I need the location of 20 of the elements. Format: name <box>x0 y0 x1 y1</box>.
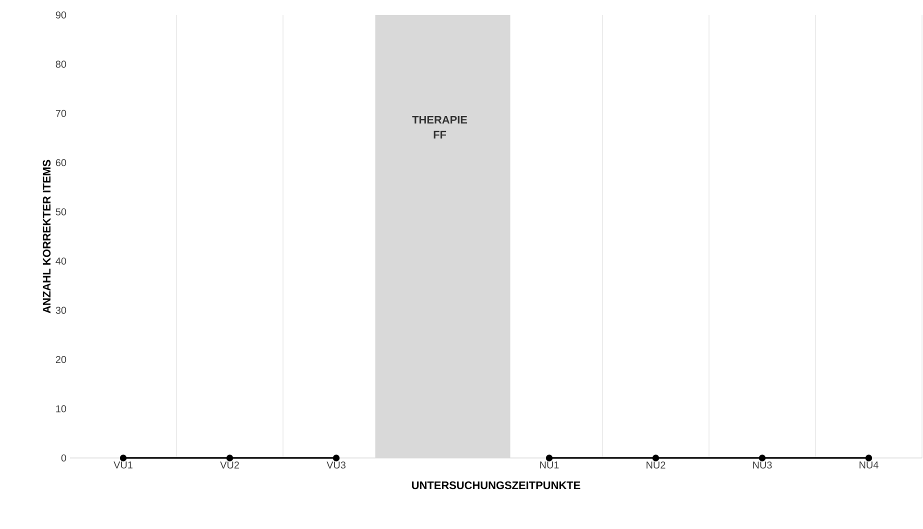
y-tick-label: 50 <box>56 208 66 216</box>
y-tick-label: 10 <box>56 405 66 412</box>
annotation: THERAPIE FF <box>412 116 468 138</box>
x-tick-label: NU4 <box>860 462 878 468</box>
x-tick-label: VU2 <box>220 462 239 469</box>
y-axis-title: ANZAHL KORREKTER ITEMS <box>42 160 51 314</box>
x-tick-label: NU3 <box>753 462 772 469</box>
y-tick-label: 40 <box>56 258 66 265</box>
y-tick-label: 30 <box>56 306 66 314</box>
x-tick-label: VU3 <box>326 462 346 469</box>
y-tick-label: 70 <box>56 110 66 117</box>
y-tick-label: 60 <box>56 159 66 166</box>
y-tick-label: 80 <box>56 60 66 68</box>
y-tick-label: 0 <box>61 454 66 462</box>
y-tick-label: 20 <box>56 356 66 364</box>
x-axis-title: UNTERSUCHUNGSZEITPUNKTE <box>412 481 580 490</box>
x-tick-label: NU1 <box>540 462 559 468</box>
y-tick-label: 90 <box>56 11 66 19</box>
x-tick-label: VU1 <box>114 462 132 468</box>
x-tick-label: NU2 <box>646 462 666 469</box>
